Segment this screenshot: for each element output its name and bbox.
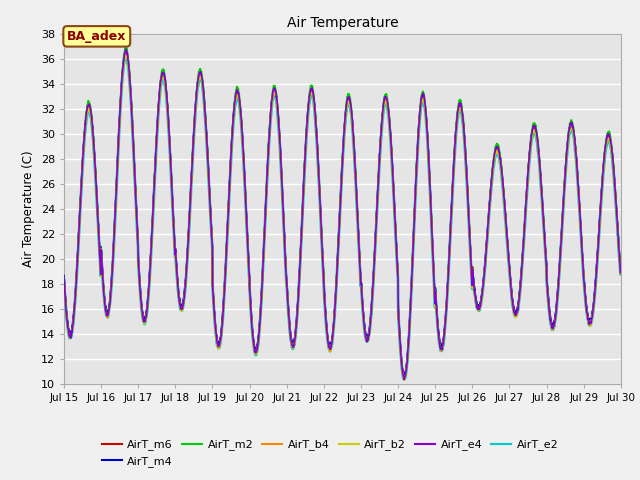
Text: BA_adex: BA_adex [67,30,127,43]
Title: Air Temperature: Air Temperature [287,16,398,30]
Y-axis label: Air Temperature (C): Air Temperature (C) [22,151,35,267]
Legend: AirT_m6, AirT_m4, AirT_m2, AirT_b4, AirT_b2, AirT_e4, AirT_e2: AirT_m6, AirT_m4, AirT_m2, AirT_b4, AirT… [97,435,563,471]
